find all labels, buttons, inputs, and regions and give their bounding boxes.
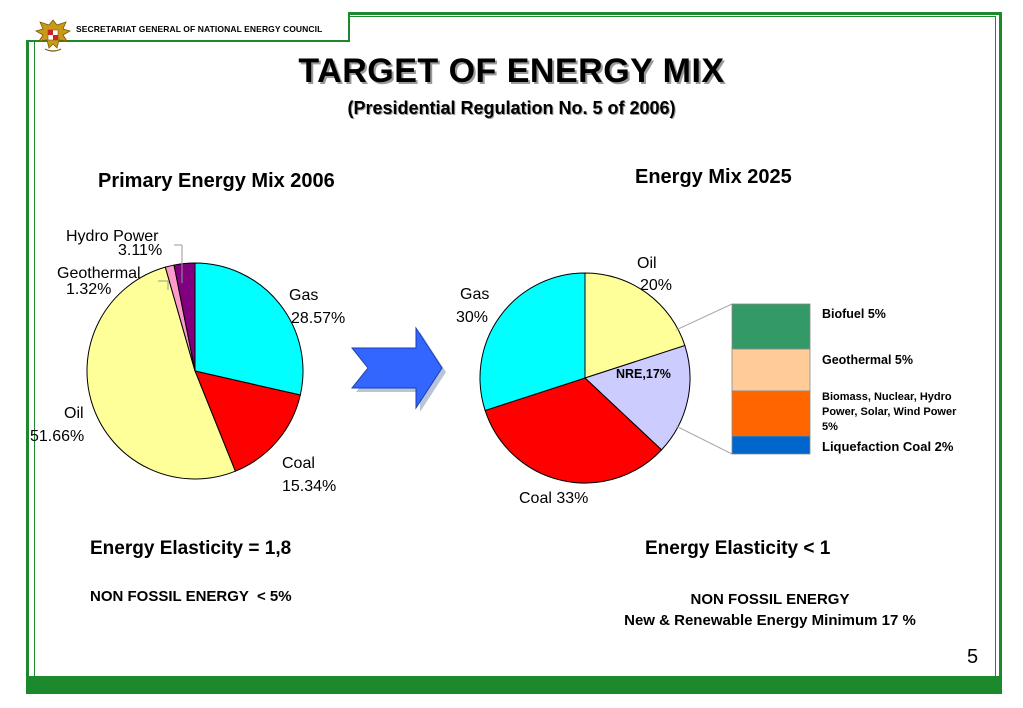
biomass-block bbox=[731, 390, 811, 437]
breakdown-biomass-line3: 5% bbox=[822, 421, 838, 433]
right-arrow-icon bbox=[350, 326, 446, 412]
label-hydro-name: Hydro Power bbox=[66, 228, 159, 245]
liquefaction-block bbox=[731, 435, 811, 455]
label-geothermal-value: 1.32% bbox=[66, 281, 112, 298]
label-coal-value: 15.34% bbox=[282, 478, 337, 495]
breakdown-liquefaction: Liquefaction Coal 2% bbox=[822, 439, 954, 454]
pie-2006-slice-oil bbox=[86, 266, 236, 480]
label-2025-nre: NRE,17% bbox=[616, 367, 671, 381]
pie-2025-slice-coal bbox=[484, 377, 663, 484]
label-oil-name: Oil bbox=[64, 405, 84, 422]
breakdown-biomass: Biomass, Nuclear, Hydro Power, Solar, Wi… bbox=[822, 390, 956, 435]
organization-name: SECRETARIAT GENERAL OF NATIONAL ENERGY C… bbox=[76, 24, 323, 34]
label-geothermal-name: Geothermal bbox=[57, 265, 141, 282]
pie-chart-2025 bbox=[479, 272, 691, 484]
pie-chart-2006 bbox=[86, 262, 304, 480]
label-2025-oil-value: 20% bbox=[640, 277, 673, 294]
left-chart-heading: Primary Energy Mix 2006 bbox=[98, 170, 335, 192]
right-chart-heading: Energy Mix 2025 bbox=[635, 166, 792, 188]
page-title: TARGET OF ENERGY MIX bbox=[298, 52, 725, 90]
garuda-emblem-logo bbox=[34, 19, 72, 52]
footer-bar bbox=[26, 676, 1002, 694]
label-2025-coal: Coal 33% bbox=[519, 490, 589, 507]
right-elasticity: Energy Elasticity < 1 bbox=[645, 538, 831, 559]
pie-2025-slice-gas bbox=[479, 272, 586, 412]
page-number: 5 bbox=[967, 646, 979, 668]
breakdown-geothermal: Geothermal 5% bbox=[822, 353, 914, 367]
pie-2006-slice-coal bbox=[194, 370, 301, 472]
breakdown-biofuel: Biofuel 5% bbox=[822, 307, 886, 321]
label-gas-name: Gas bbox=[289, 287, 319, 304]
breakdown-biomass-line1: Biomass, Nuclear, Hydro bbox=[822, 391, 952, 403]
page-subtitle: (Presidential Regulation No. 5 of 2006) bbox=[347, 98, 676, 118]
right-non-fossil-line1: NON FOSSIL ENERGY bbox=[690, 591, 850, 608]
label-2025-gas-value: 30% bbox=[456, 309, 489, 326]
header-band bbox=[26, 12, 350, 42]
left-elasticity: Energy Elasticity = 1,8 bbox=[90, 538, 292, 559]
breakdown-biomass-line2: Power, Solar, Wind Power bbox=[822, 406, 957, 418]
label-coal-name: Coal bbox=[282, 455, 315, 472]
left-non-fossil: NON FOSSIL ENERGY < 5% bbox=[90, 588, 292, 605]
label-gas-value: 28.57% bbox=[291, 310, 346, 327]
label-2025-gas-name: Gas bbox=[460, 286, 490, 303]
label-oil-value: 51.66% bbox=[30, 428, 85, 445]
biofuel-block bbox=[731, 303, 811, 350]
pie-2025-slice-oil bbox=[584, 272, 686, 379]
pie-2006-slice-gas bbox=[194, 262, 304, 396]
pie-2025-slice-nre bbox=[584, 344, 691, 451]
label-hydro-value: 3.11% bbox=[118, 242, 163, 259]
right-non-fossil-line2: New & Renewable Energy Minimum 17 % bbox=[624, 612, 916, 629]
breakdown-connector-bottom bbox=[675, 425, 733, 455]
label-2025-oil-name: Oil bbox=[637, 255, 657, 272]
pie-2006-slice-hydro-power bbox=[173, 262, 196, 372]
geothermal-2025-block bbox=[731, 348, 811, 392]
breakdown-connector-top bbox=[675, 303, 733, 331]
